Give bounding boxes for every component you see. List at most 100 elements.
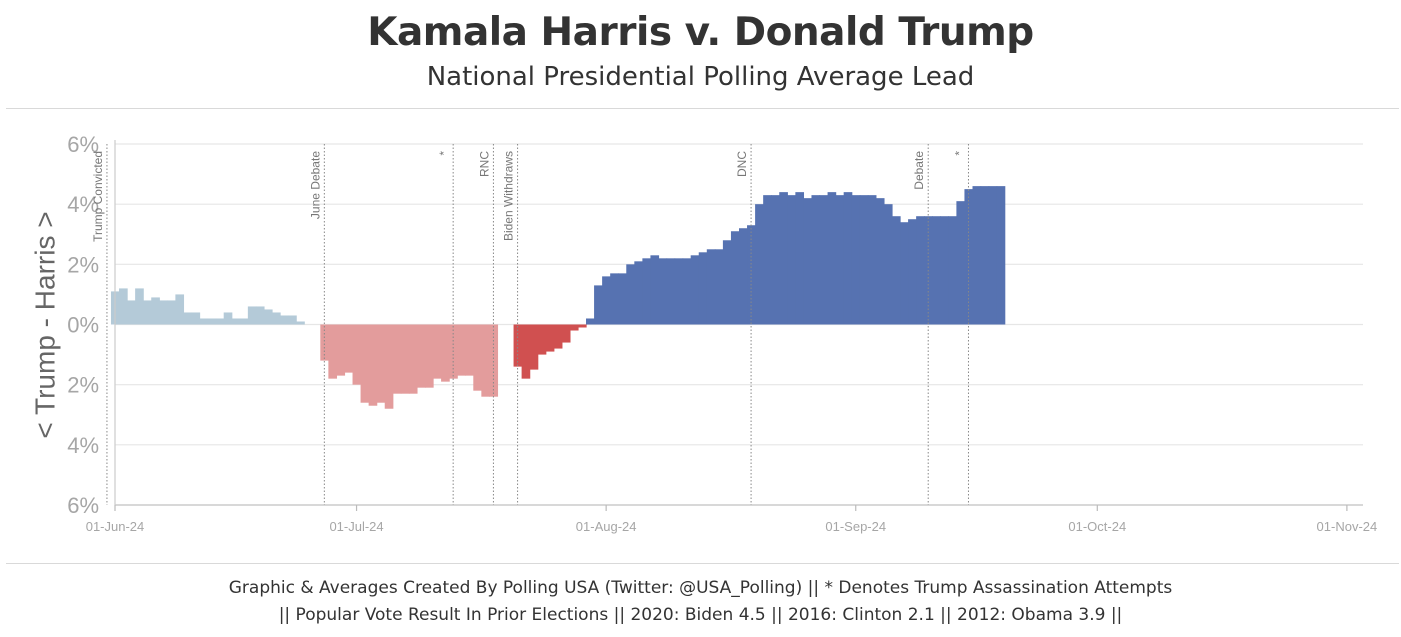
bar (143, 300, 152, 325)
event-label: Debate (912, 151, 926, 190)
bar (698, 252, 708, 325)
bar (763, 195, 772, 325)
bar (119, 288, 128, 325)
bar (682, 258, 692, 325)
bar (795, 192, 805, 325)
bar (489, 324, 499, 397)
bars (110, 186, 1006, 409)
bar (851, 195, 861, 325)
bar (577, 324, 587, 328)
axes: 6%4%2%0%2%4%6%01-Jun-24 01-Jul-24 01-Aug-2… (67, 132, 1377, 534)
bar (553, 324, 563, 349)
bar (183, 312, 193, 325)
x-tick-label: 01-Jun-24 (86, 519, 145, 534)
y-tick-label: 4% (67, 433, 99, 458)
bar (658, 258, 668, 325)
event-label: DNC (735, 151, 749, 177)
y-tick-label: 2% (67, 373, 99, 398)
event-markers: Trump Convicted June Debate * RNC Biden With… (91, 144, 969, 505)
bar (650, 255, 660, 325)
bar (441, 324, 450, 382)
bar (513, 324, 523, 367)
bar (255, 306, 265, 325)
event-label: * (437, 151, 451, 156)
bar (803, 198, 813, 325)
event-label: RNC (477, 151, 491, 177)
bar (932, 216, 941, 325)
bar (408, 324, 418, 394)
bar (706, 249, 716, 325)
bar (739, 228, 748, 325)
bar (811, 195, 821, 325)
footer-line-2: || Popular Vote Result In Prior Election… (278, 605, 1123, 625)
footer-line-1: Graphic & Averages Created By Polling US… (228, 578, 1173, 598)
bar (666, 258, 676, 325)
bar (529, 324, 539, 370)
bar (416, 324, 426, 388)
bar (626, 264, 635, 325)
bar (561, 324, 571, 343)
bar (891, 216, 901, 325)
bar (730, 231, 740, 325)
event-label: June Debate (308, 151, 322, 219)
bar (521, 324, 531, 379)
bar (159, 300, 168, 325)
bar (545, 324, 555, 352)
bar (239, 318, 249, 325)
bar (223, 312, 233, 325)
bar (352, 324, 362, 385)
bar (883, 204, 893, 325)
bar (755, 204, 764, 325)
bar (908, 219, 917, 325)
event-label: Biden Withdraws (502, 151, 516, 241)
bar (827, 192, 837, 325)
bar (819, 195, 829, 325)
bar (272, 312, 281, 325)
bar (867, 195, 877, 325)
x-tick-label: 01-Nov-24 (1317, 519, 1378, 534)
bar (948, 216, 957, 325)
bar (690, 255, 700, 325)
bar (988, 186, 998, 325)
bar (376, 324, 386, 403)
x-tick-label: 01-Jul-24 (329, 519, 383, 534)
bar (215, 318, 225, 325)
bar (980, 186, 990, 325)
bar (602, 276, 611, 325)
bar (843, 192, 853, 325)
bar (424, 324, 434, 388)
bar (167, 300, 176, 325)
bar (199, 318, 209, 325)
bar (940, 216, 949, 325)
bar (956, 201, 966, 325)
bar (787, 195, 796, 325)
bar (151, 297, 160, 325)
y-tick-label: 6% (67, 493, 99, 518)
bar (875, 198, 885, 325)
bar (135, 288, 144, 325)
bar (610, 273, 619, 325)
y-tick-label: 6% (67, 132, 99, 157)
bar (207, 318, 217, 325)
bar (996, 186, 1006, 325)
x-tick-label: 01-Oct-24 (1068, 519, 1126, 534)
bar (368, 324, 378, 406)
bar (336, 324, 346, 376)
header-divider (6, 108, 1399, 109)
bar (859, 195, 869, 325)
bar (457, 324, 466, 376)
bar (263, 309, 273, 325)
bar (175, 294, 185, 325)
bar (360, 324, 370, 403)
bar (231, 318, 241, 325)
event-label: * (952, 151, 966, 156)
bar (465, 324, 474, 376)
event-label: Trump Convicted (91, 151, 105, 242)
bar (320, 324, 329, 361)
footer-divider (6, 563, 1399, 564)
bar (771, 195, 780, 325)
bar (296, 321, 305, 325)
bar (537, 324, 547, 355)
bar (288, 315, 297, 325)
x-tick-label: 01-Sep-24 (825, 519, 886, 534)
